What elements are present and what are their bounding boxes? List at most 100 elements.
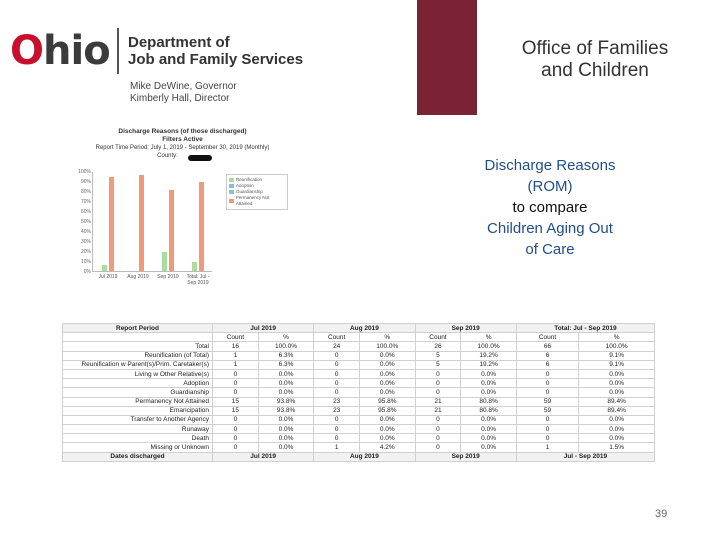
table-cell: 59 [515, 405, 580, 416]
table-cell: 0.0% [578, 424, 655, 435]
ohio-logo: Ohio [10, 28, 111, 74]
chart-county-label: County: [157, 153, 178, 159]
table-cell: 0.0% [578, 433, 655, 444]
row-label: Guardianship [62, 387, 213, 398]
table-row: Transfer to Another Agency 0 0.0% 0 0.0% 0 0.0… [62, 414, 655, 426]
table-cell: 4.2% [359, 442, 416, 453]
table-cell: 19.2% [460, 350, 517, 361]
legend-item: Reunification [229, 177, 285, 183]
table-cell: 0 [313, 424, 361, 435]
table-cell: 0.0% [257, 387, 315, 398]
y-tick-label: 10% [80, 259, 91, 265]
department-name: Department of Job and Family Services [128, 34, 303, 68]
table-cell: 0.0% [578, 387, 655, 398]
table-cell: 6.3% [257, 359, 315, 370]
bar-permanency-not-attained [199, 181, 204, 271]
table-cell: 0.0% [359, 368, 416, 380]
sub-header-blank [62, 332, 213, 343]
office-line-1: Office of Families [521, 38, 669, 59]
x-tick-label: Aug 2019 [127, 274, 149, 280]
table-row: Reunification w Parent(s)/Prim. Caretake… [62, 359, 655, 370]
y-tick-label: 20% [80, 249, 91, 255]
table-sub-header: Count % Count % Count % Count % [62, 332, 655, 343]
period-header: Jul 2019 [211, 322, 315, 334]
table-cell: 0 [414, 387, 462, 398]
row-label: Transfer to Another Agency [62, 414, 213, 426]
header: Ohio Department of Job and Family Servic… [0, 0, 720, 115]
x-tick-label: Sep 2019 [157, 274, 179, 280]
table-cell: 0.0% [578, 368, 655, 380]
table-cell: 0 [212, 378, 259, 389]
governor-name: Mike DeWine, Governor [130, 81, 237, 92]
table-row: Permanency Not Attained 15 93.8% 23 95.8% 21 8… [62, 396, 655, 407]
table-cell: 0 [212, 424, 259, 435]
table-cell: 89.4% [578, 396, 655, 407]
table-cell: 66 [515, 341, 580, 352]
legend-label: Adoption [236, 183, 254, 188]
table-cell: 80.8% [460, 405, 517, 416]
table-cell: 0 [313, 350, 361, 361]
table-cell: 0.0% [578, 378, 655, 389]
table-cell: 100.0% [359, 341, 416, 352]
sub-header-count: Count [212, 332, 259, 343]
chart-plot-area: 100% 90% 80% 70% 60% 50% 40% 30% 20% 10% 0% Jul 201… [78, 169, 212, 286]
table-cell: 1 [212, 359, 259, 370]
callout-line-4: Children Aging Out [487, 220, 613, 237]
sub-header-count: Count [313, 332, 361, 343]
table-cell: 0.0% [460, 442, 517, 453]
table-cell: 0.0% [359, 433, 416, 444]
table-cell: 1 [313, 442, 361, 453]
table-cell: 100.0% [460, 341, 517, 352]
table-cell: 0.0% [257, 424, 315, 435]
x-tick-label: Jul 2019 [98, 274, 118, 280]
chart-heading: Discharge Reasons (of those discharged) … [70, 128, 295, 160]
table-cell: 1 [515, 442, 580, 453]
footer-label: Dates discharged [62, 451, 213, 462]
sub-header-pct: % [257, 332, 315, 343]
table-cell: 15 [212, 396, 259, 407]
legend-label: Guardianship [236, 189, 263, 194]
table-cell: 6.3% [257, 350, 315, 361]
logo-letters: hio [43, 28, 111, 74]
director-name: Kimberly Hall, Director [130, 93, 230, 104]
table-cell: 0 [313, 387, 361, 398]
table-cell: 89.4% [578, 405, 655, 416]
table-period-header: Report Period Jul 2019 Aug 2019 Sep 2019… [62, 322, 656, 334]
table-body: Total 16 100.0% 24 100.0% 26 100.0% 66 100.0% Reu… [62, 341, 655, 453]
callout-line-5: of Care [525, 241, 575, 258]
table-cell: 0.0% [257, 442, 315, 453]
table-cell: 59 [515, 396, 580, 407]
row-label: Reunification (of Total) [62, 350, 213, 361]
sub-header-pct: % [460, 332, 517, 343]
table-cell: 0 [515, 424, 580, 435]
sub-header-count: Count [515, 332, 580, 343]
dept-line-1: Department of [128, 34, 230, 51]
table-cell: 0.0% [257, 378, 315, 389]
period-header: Sep 2019 [414, 322, 517, 334]
table-row: Emancipation 15 93.8% 23 95.8% 21 80.8% 59 89.4% [62, 405, 655, 416]
table-cell: 0 [212, 442, 259, 453]
legend-swatch [229, 190, 234, 194]
table-cell: 0.0% [257, 433, 315, 444]
callout-line-1: Discharge Reasons [484, 157, 616, 174]
y-tick-label: 60% [80, 209, 91, 215]
table-cell: 0.0% [359, 359, 416, 370]
table-cell: 100.0% [257, 341, 315, 352]
dept-line-2: Job and Family Services [128, 51, 304, 68]
sub-header-pct: % [578, 332, 655, 343]
table-cell: 1 [212, 350, 259, 361]
period-header: Total: Jul - Sep 2019 [515, 322, 656, 334]
page-number: 39 [655, 508, 668, 520]
table-row: Total 16 100.0% 24 100.0% 26 100.0% 66 100.0% [62, 341, 655, 352]
table-cell: 0 [313, 378, 361, 389]
table-cell: 0 [515, 414, 580, 426]
chart-filters: Filters Active [162, 136, 203, 143]
legend-label: Permanency Not Attained [235, 195, 270, 206]
table-cell: 19.2% [460, 359, 517, 370]
row-label: Permanency Not Attained [62, 396, 213, 407]
table-cell: 0.0% [359, 378, 416, 389]
table-cell: 0 [414, 378, 462, 389]
row-label: Reunification w Parent(s)/Prim. Caretake… [62, 359, 213, 370]
table-cell: 0 [212, 414, 259, 426]
table-cell: 0 [515, 368, 580, 380]
